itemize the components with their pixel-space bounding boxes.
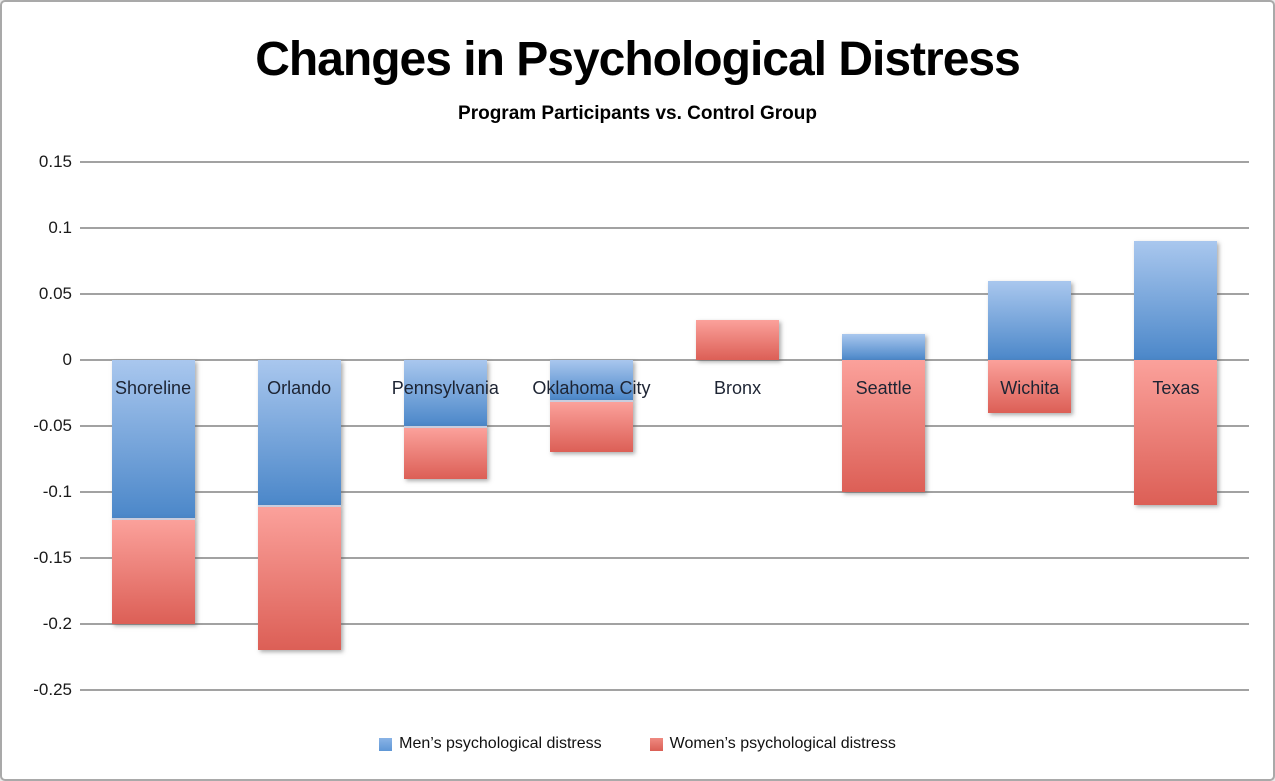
- y-axis-tick-label--0.05: -0.05: [33, 416, 72, 435]
- legend-item-men[interactable]: Men’s psychological distress: [379, 735, 602, 753]
- bar-women-oklahoma-city[interactable]: [549, 399, 633, 453]
- bar-women-texas[interactable]: [1134, 360, 1218, 506]
- gridline--0.25: [80, 689, 1249, 691]
- gridline-0.1: [80, 227, 1249, 229]
- chart-title: Changes in Psychological Distress: [255, 33, 1021, 86]
- category-label-texas: Texas: [1152, 378, 1200, 398]
- category-label-wichita: Wichita: [1000, 378, 1060, 398]
- category-label-pennsylvania: Pennsylvania: [391, 378, 499, 398]
- bar-women-wichita[interactable]: [988, 360, 1072, 413]
- category-label-seattle: Seattle: [855, 378, 912, 398]
- bar-women-bronx[interactable]: [696, 320, 780, 360]
- bar-women-shoreline[interactable]: [111, 518, 195, 624]
- category-label-oklahoma-city: Oklahoma City: [532, 378, 651, 398]
- y-axis-tick-label-0.15: 0.15: [38, 152, 72, 171]
- gridline--0.15: [80, 557, 1249, 559]
- gridline-0.15: [80, 161, 1249, 163]
- category-label-shoreline: Shoreline: [115, 378, 192, 398]
- bar-men-wichita[interactable]: [988, 280, 1072, 360]
- y-axis-tick-label--0.2: -0.2: [42, 614, 72, 633]
- gridline--0.05: [80, 425, 1249, 427]
- gridline-0.05: [80, 293, 1249, 295]
- bar-men-orlando[interactable]: [257, 360, 341, 506]
- bar-women-pennsylvania[interactable]: [403, 426, 487, 479]
- y-axis: 0.15 0.1 0.05 0 -0.05 -0.1 -0.15 -0.2 -0.25: [2, 152, 72, 699]
- bar-men-texas[interactable]: [1134, 241, 1218, 360]
- bar-women-orlando[interactable]: [257, 505, 341, 651]
- gridline-0: [80, 359, 1249, 361]
- men-series-swatch-icon: [379, 737, 393, 751]
- chart-subtitle: Program Participants vs. Control Group: [458, 103, 817, 124]
- bar-women-seattle[interactable]: [842, 360, 926, 492]
- gridline--0.2: [80, 623, 1249, 625]
- legend-label-women: Women’s psychological distress: [669, 735, 896, 752]
- y-axis-tick-label-0: 0: [62, 350, 72, 369]
- y-axis-tick-label-0.05: 0.05: [38, 284, 72, 303]
- y-axis-tick-label--0.1: -0.1: [42, 482, 72, 501]
- legend-item-women[interactable]: Women’s psychological distress: [649, 735, 896, 753]
- legend-label-men: Men’s psychological distress: [399, 735, 602, 752]
- y-axis-tick-label-0.1: 0.1: [48, 218, 72, 237]
- bar-men-shoreline[interactable]: [111, 360, 195, 519]
- bar-men-pennsylvania[interactable]: [403, 360, 487, 426]
- women-series-swatch-icon: [649, 737, 663, 751]
- y-axis-tick-label--0.15: -0.15: [33, 548, 72, 567]
- y-axis-tick-label--0.25: -0.25: [33, 680, 72, 699]
- bar-men-oklahoma-city[interactable]: [549, 360, 633, 400]
- plot-area: Shoreline Orlando Pennsylvania Oklahoma Cit…: [80, 161, 1249, 691]
- category-label-orlando: Orlando: [267, 378, 332, 398]
- legend: Men’s psychological distress Women’s psy…: [2, 735, 1273, 753]
- category-label-bronx: Bronx: [714, 378, 762, 398]
- gridline--0.1: [80, 491, 1249, 493]
- bar-men-seattle[interactable]: [842, 333, 926, 360]
